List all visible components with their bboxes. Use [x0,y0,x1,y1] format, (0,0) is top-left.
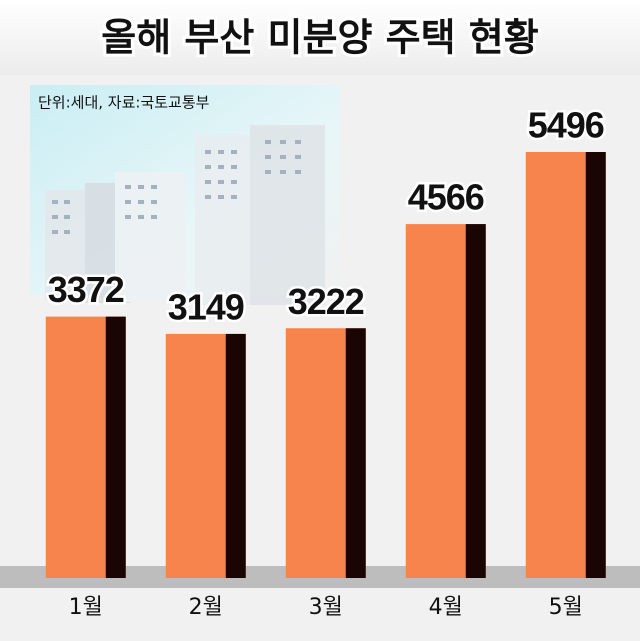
chart-subtitle: 단위:세대, 자료:국토교통부 [38,94,210,112]
buildings [45,125,325,305]
x-tick-label: 5월 [549,595,583,620]
bar-shade [105,316,126,578]
value-label: 3149 [168,286,244,327]
value-label: 4566 [408,177,484,218]
x-tick-label: 4월 [429,595,463,620]
bar-shade [585,152,606,578]
value-label: 3372 [48,269,124,310]
value-label: 3222 [288,281,364,322]
x-tick-label: 3월 [309,595,343,620]
bar-shade [225,333,246,578]
bar-shade [345,328,366,578]
x-tick-label: 1월 [69,595,103,620]
x-tick-label: 2월 [189,595,223,620]
chart-title: 올해 부산 미분양 주택 현황 [101,16,539,60]
title-band [0,0,640,75]
value-label: 5496 [528,105,604,146]
bar-shade [465,224,486,579]
